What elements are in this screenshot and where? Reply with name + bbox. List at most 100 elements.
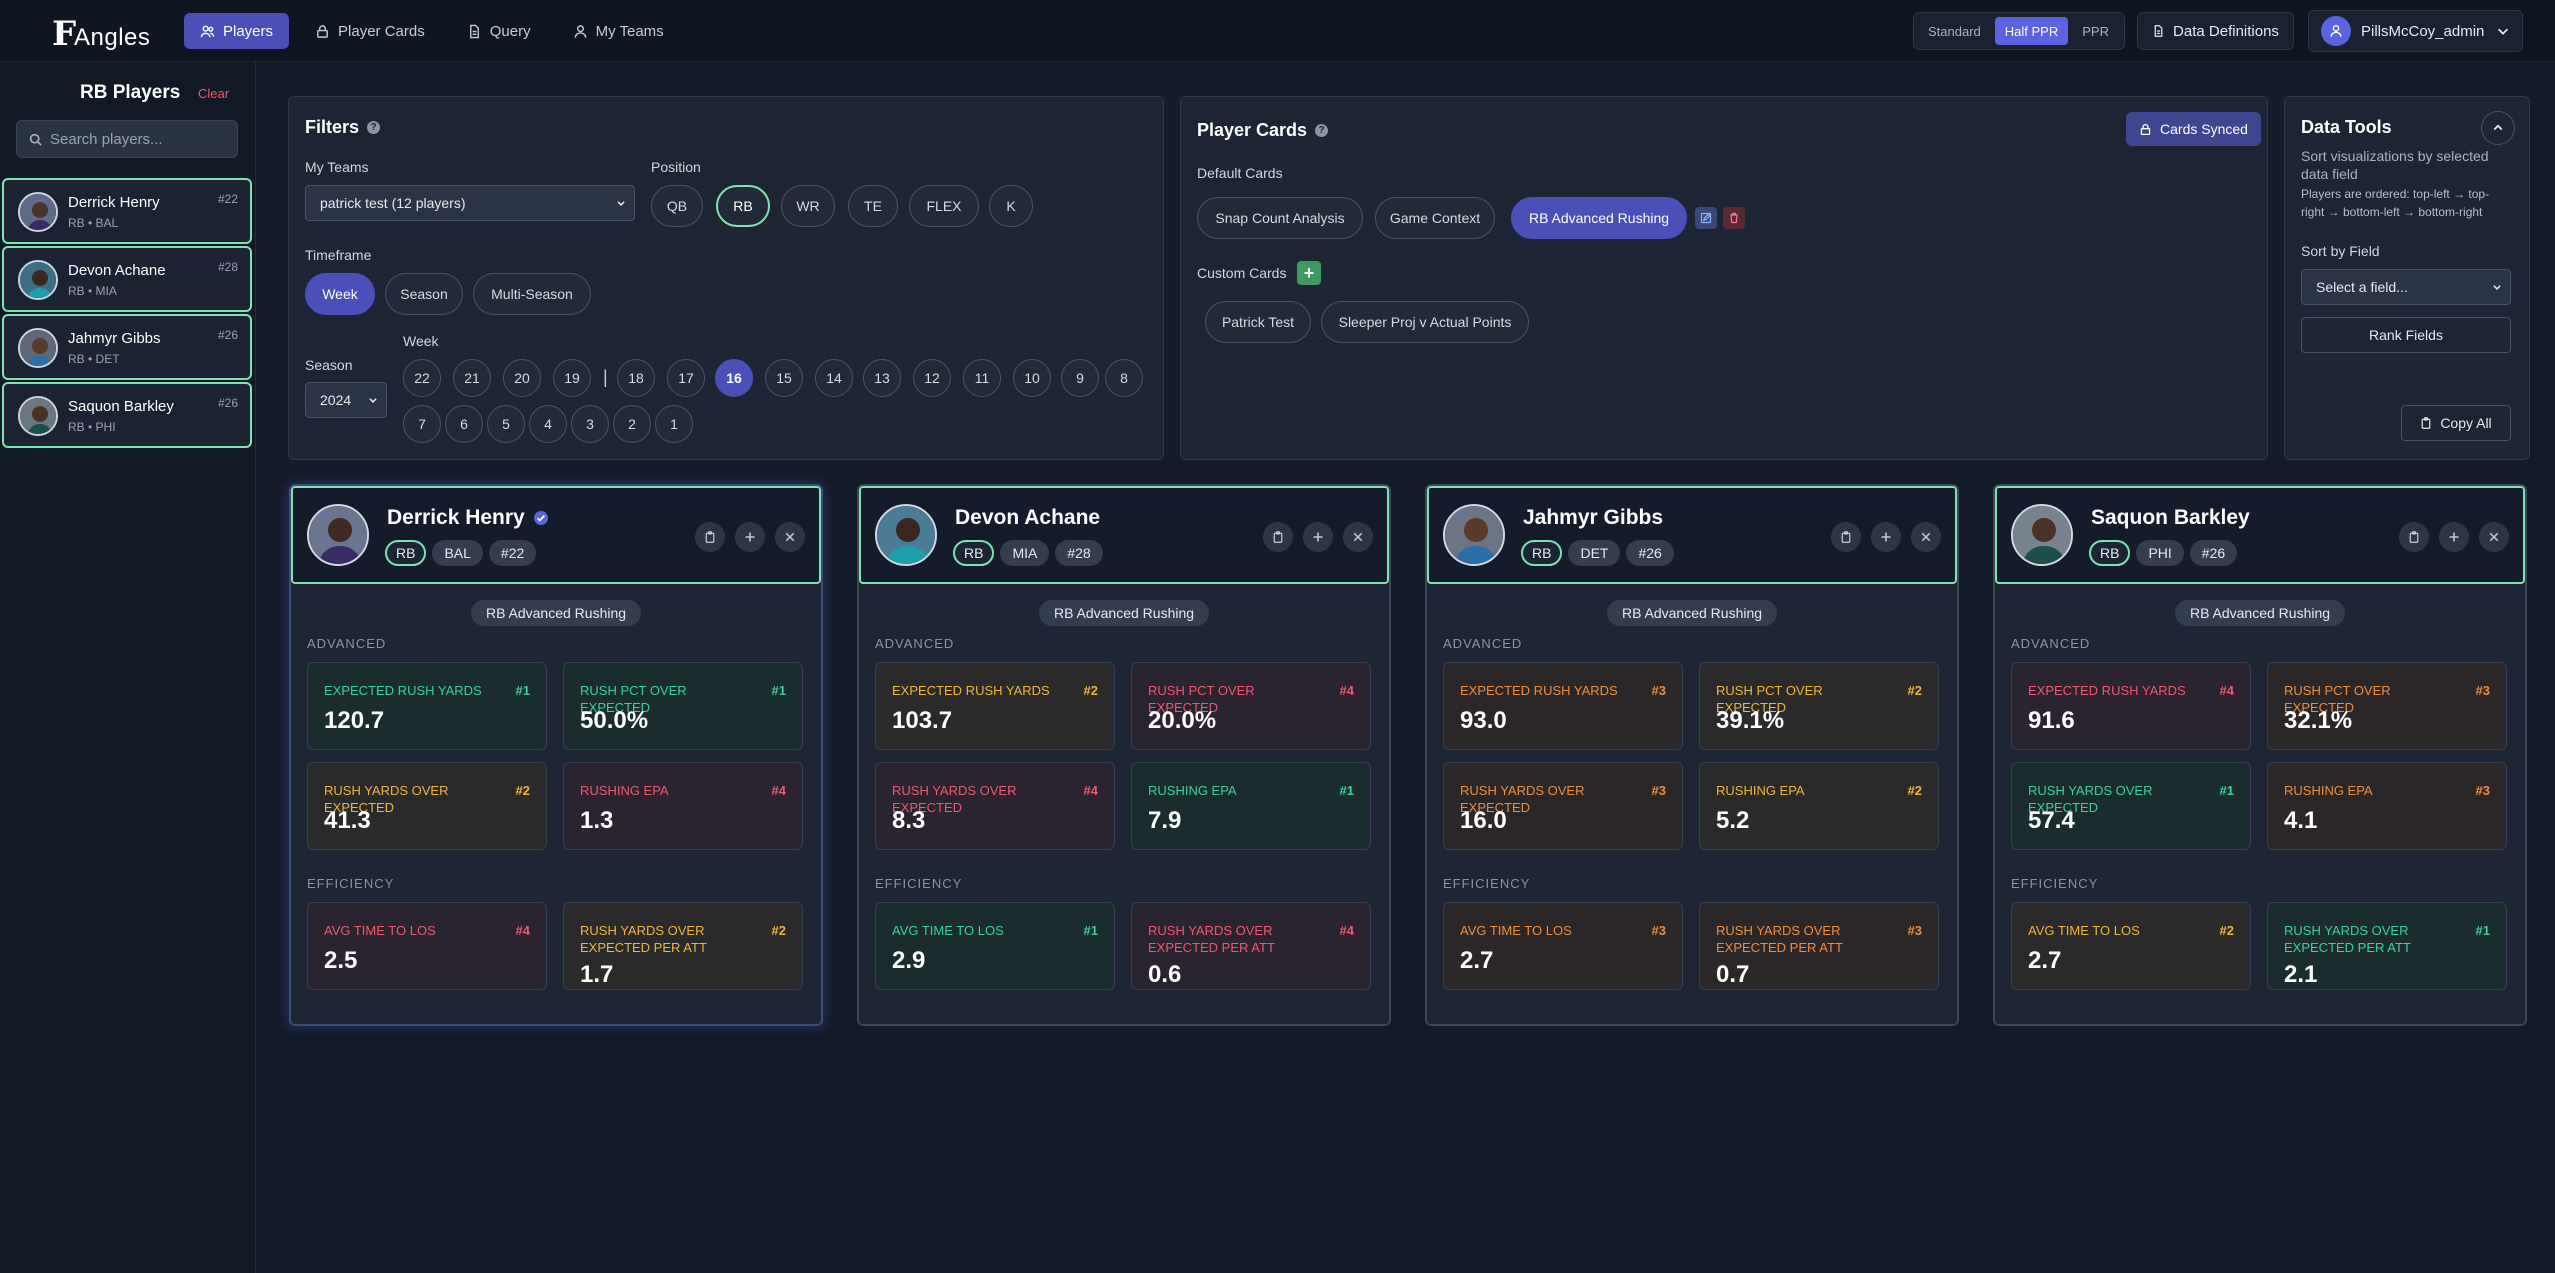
stat-value: 2.9 (892, 947, 926, 974)
filters-title-text: Filters (305, 117, 360, 137)
nav-query[interactable]: Query (451, 13, 547, 49)
season-select[interactable]: 2024 (305, 382, 387, 418)
week-14[interactable]: 14 (815, 359, 853, 397)
timeframe-week[interactable]: Week (305, 273, 375, 315)
sort-field-select[interactable]: Select a field... (2301, 269, 2511, 305)
copy-card-button[interactable] (1831, 522, 1861, 552)
week-12[interactable]: 12 (913, 359, 951, 397)
stat-rank: #4 (771, 783, 786, 798)
clear-button[interactable]: Clear (198, 86, 230, 101)
week-16[interactable]: 16 (715, 359, 753, 397)
close-card-button[interactable] (1911, 522, 1941, 552)
collapse-button[interactable] (2481, 111, 2515, 145)
avatar (2321, 16, 2351, 46)
filters-panel: Filters ? My Teams patrick test (12 play… (288, 96, 1164, 460)
week-15[interactable]: 15 (765, 359, 803, 397)
player-card-header: Derrick Henry RB BAL #22 (291, 486, 821, 584)
cards-synced-button[interactable]: Cards Synced (2126, 112, 2261, 146)
list-item[interactable]: Devon Achane RB • MIA #28 (2, 246, 252, 312)
stat-rushing-epa: Rushing EPA #3 4.1 (2267, 762, 2507, 850)
list-item[interactable]: Saquon Barkley RB • PHI #26 (2, 382, 252, 448)
add-card-button[interactable] (1303, 522, 1333, 552)
week-6[interactable]: 6 (445, 405, 483, 443)
close-card-button[interactable] (775, 522, 805, 552)
add-card-button[interactable] (2439, 522, 2469, 552)
card-game-context[interactable]: Game Context (1375, 197, 1495, 239)
week-22[interactable]: 22 (403, 359, 441, 397)
week-21[interactable]: 21 (453, 359, 491, 397)
timeframe-multi-season[interactable]: Multi-Season (473, 273, 591, 315)
copy-card-button[interactable] (2399, 522, 2429, 552)
position-wr[interactable]: WR (781, 185, 835, 227)
nav-my-teams[interactable]: My Teams (557, 13, 680, 49)
stat-rushing-epa: Rushing EPA #4 1.3 (563, 762, 803, 850)
week-1[interactable]: 1 (655, 405, 693, 443)
nav-players[interactable]: Players (184, 13, 290, 49)
position-qb[interactable]: QB (651, 185, 703, 227)
stat-rank: #2 (771, 923, 786, 938)
week-2[interactable]: 2 (613, 405, 651, 443)
copy-all-button[interactable]: Copy All (2401, 405, 2511, 441)
week-17[interactable]: 17 (667, 359, 705, 397)
add-card-button[interactable] (1871, 522, 1901, 552)
timeframe-season[interactable]: Season (385, 273, 463, 315)
player-tags: RB DET #26 (1521, 540, 1674, 566)
stat-rushing-epa: Rushing EPA #1 7.9 (1131, 762, 1371, 850)
position-k[interactable]: K (989, 185, 1033, 227)
help-icon[interactable]: ? (367, 121, 381, 134)
card-sleeper-proj[interactable]: Sleeper Proj v Actual Points (1321, 301, 1529, 343)
help-icon[interactable]: ? (1315, 124, 1329, 137)
app-logo[interactable]: F Angles (52, 14, 150, 54)
delete-card-button[interactable] (1723, 207, 1745, 229)
position-rb[interactable]: RB (716, 185, 770, 227)
stat-rank: #4 (1339, 923, 1354, 938)
position-flex[interactable]: FLEX (909, 185, 979, 227)
card-patrick-test[interactable]: Patrick Test (1205, 301, 1311, 343)
add-custom-card-button[interactable]: + (1297, 261, 1321, 285)
week-11[interactable]: 11 (963, 359, 1001, 397)
copy-card-button[interactable] (695, 522, 725, 552)
stat-rank: #3 (1651, 683, 1666, 698)
close-card-button[interactable] (1343, 522, 1373, 552)
rank-fields-button[interactable]: Rank Fields (2301, 317, 2511, 353)
week-20[interactable]: 20 (503, 359, 541, 397)
week-18[interactable]: 18 (617, 359, 655, 397)
copy-card-button[interactable] (1263, 522, 1293, 552)
list-item[interactable]: Jahmyr Gibbs RB • DET #26 (2, 314, 252, 380)
week-3[interactable]: 3 (571, 405, 609, 443)
stat-value: 2.5 (324, 947, 358, 974)
user-menu[interactable]: PillsMcCoy_admin (2308, 10, 2523, 52)
week-5[interactable]: 5 (487, 405, 525, 443)
stat-rushing-epa: Rushing EPA #2 5.2 (1699, 762, 1939, 850)
data-definitions-button[interactable]: Data Definitions (2137, 12, 2294, 50)
nav-player-cards[interactable]: Player Cards (299, 13, 441, 49)
stat-label: Avg Time To LOS (1460, 923, 1572, 938)
stat-value: 93.0 (1460, 707, 1507, 734)
scoring-ppr[interactable]: PPR (2082, 23, 2109, 39)
position-te[interactable]: TE (848, 185, 898, 227)
week-13[interactable]: 13 (863, 359, 901, 397)
week-8[interactable]: 8 (1105, 359, 1143, 397)
list-item[interactable]: Derrick Henry RB • BAL #22 (2, 178, 252, 244)
week-4[interactable]: 4 (529, 405, 567, 443)
week-7[interactable]: 7 (403, 405, 441, 443)
stat-label: Rush Yards Over Expected Per Att (1716, 923, 1843, 955)
edit-card-button[interactable] (1695, 207, 1717, 229)
card-rb-advanced-rushing[interactable]: RB Advanced Rushing (1511, 197, 1687, 239)
my-teams-select[interactable]: patrick test (12 players) (305, 185, 635, 221)
close-card-button[interactable] (2479, 522, 2509, 552)
search-input[interactable] (50, 130, 220, 148)
scoring-standard[interactable]: Standard (1928, 23, 1981, 39)
week-19[interactable]: 19 (553, 359, 591, 397)
week-10[interactable]: 10 (1013, 359, 1051, 397)
section-efficiency: EFFICIENCY (307, 876, 395, 891)
player-card-name: Derrick Henry (387, 506, 549, 530)
scoring-half-ppr[interactable]: Half PPR (1994, 17, 2069, 45)
stat-rank: #1 (1339, 783, 1354, 798)
stat-rush-pct-over-expected: Rush Pct Over Expected #3 32.1% (2267, 662, 2507, 750)
player-sub: RB • MIA (68, 284, 117, 298)
week-9[interactable]: 9 (1061, 359, 1099, 397)
player-search (16, 120, 238, 158)
card-snap-count-analysis[interactable]: Snap Count Analysis (1197, 197, 1363, 239)
add-card-button[interactable] (735, 522, 765, 552)
